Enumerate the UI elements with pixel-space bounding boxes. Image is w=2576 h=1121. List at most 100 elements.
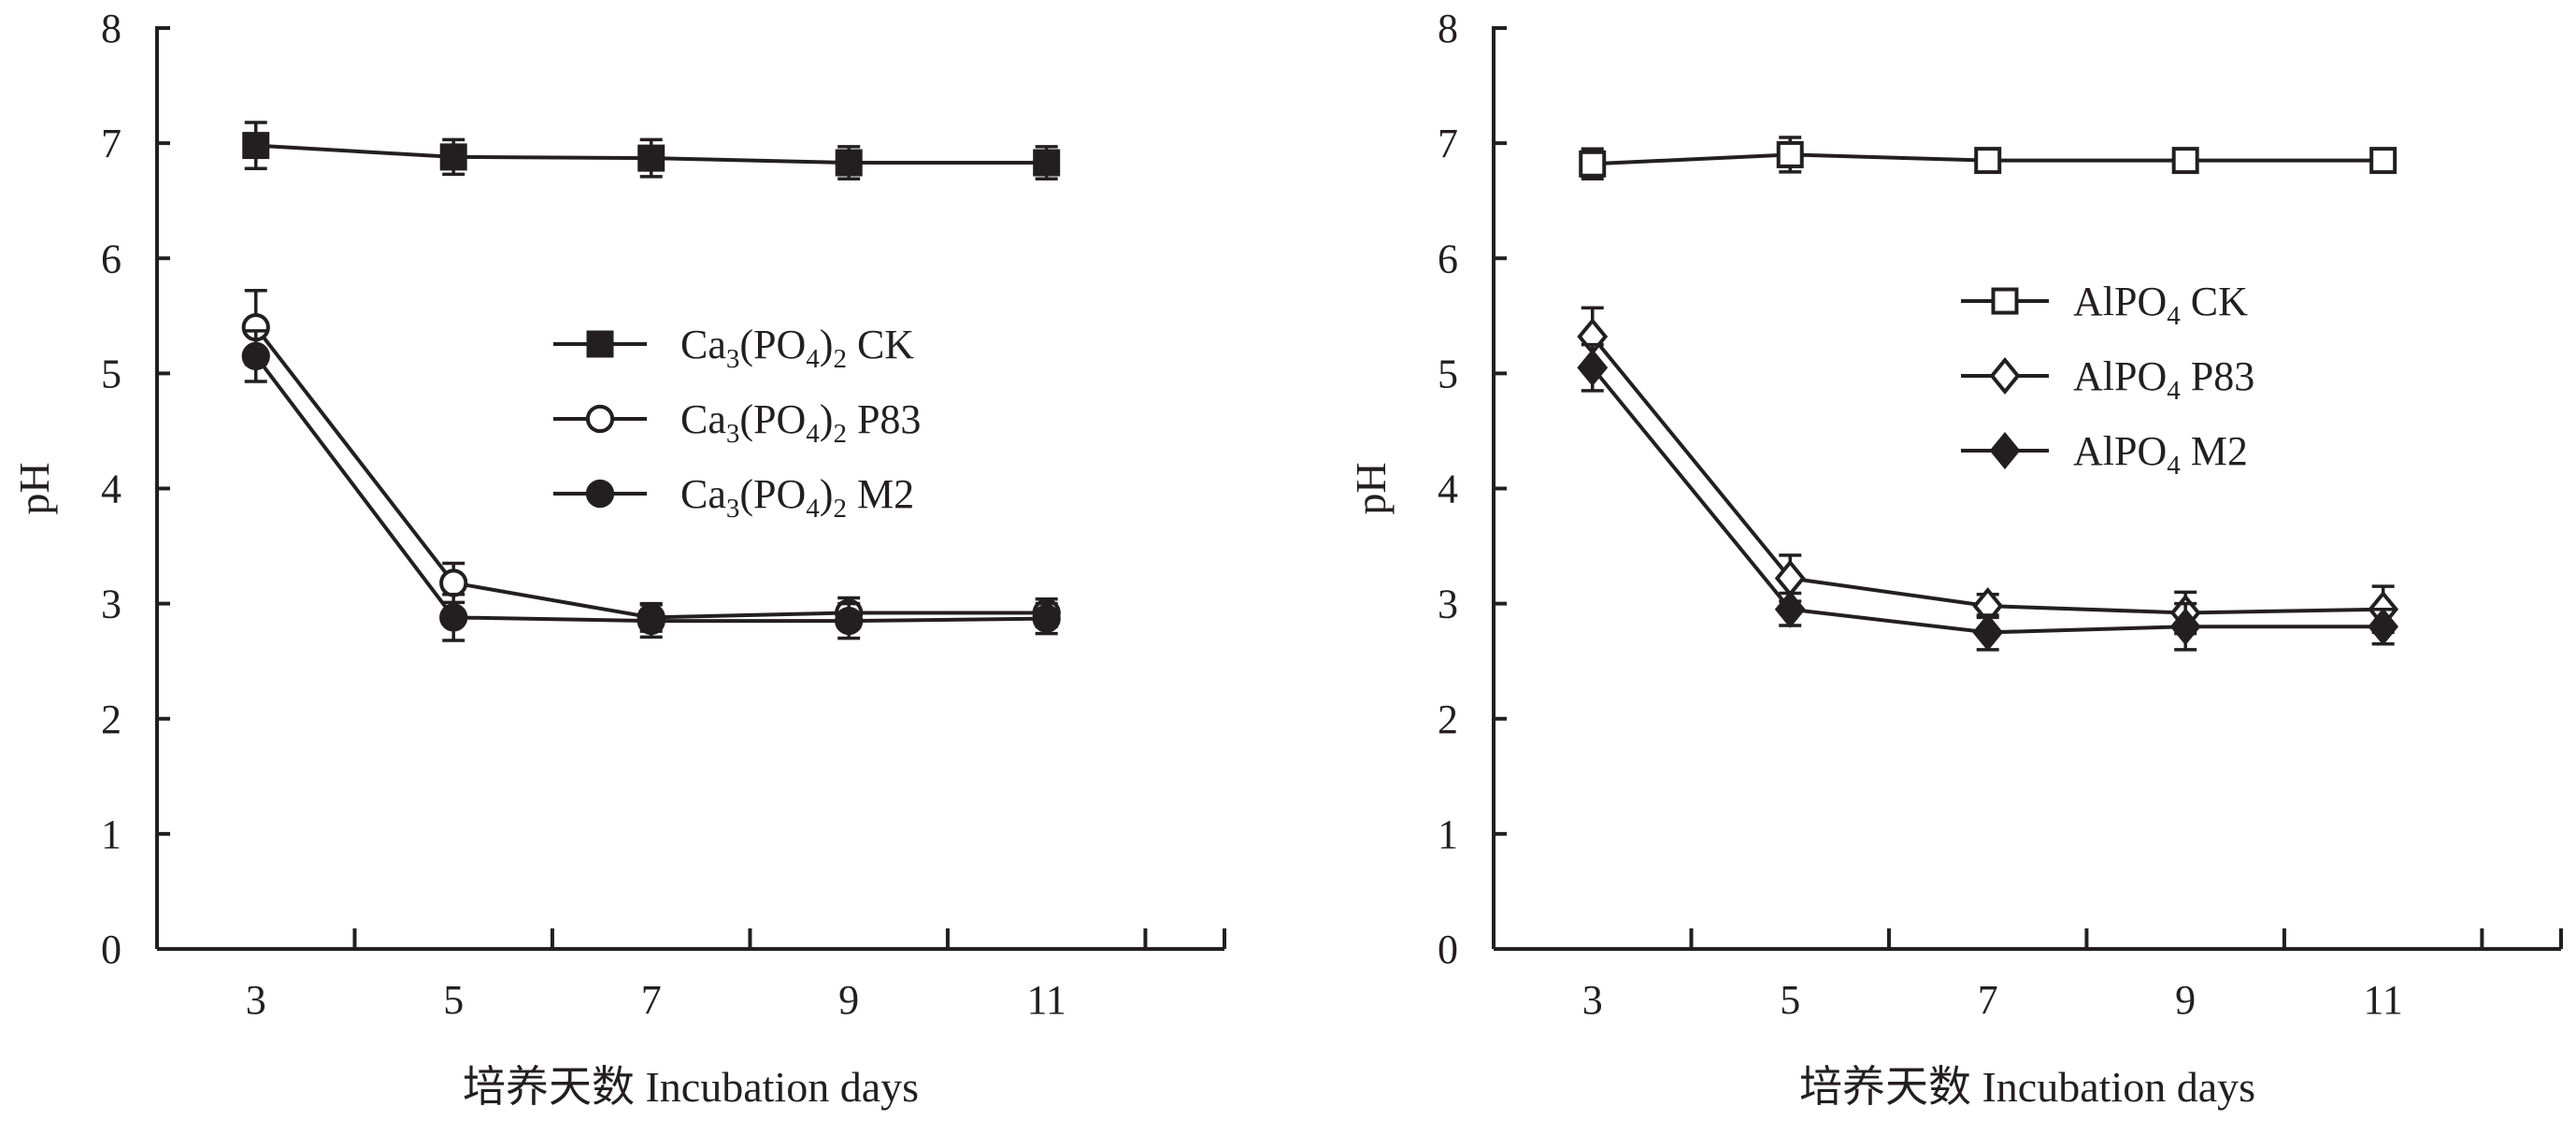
legend-entry: AlPO4 CK bbox=[1961, 279, 2248, 331]
legend-text-part: (PO bbox=[739, 471, 806, 517]
x-axis-title: 培养天数 Incubation days bbox=[463, 1063, 919, 1111]
data-point bbox=[1577, 349, 1609, 387]
series-1 bbox=[241, 288, 1061, 633]
data-point bbox=[439, 568, 468, 597]
series-1 bbox=[1577, 306, 2399, 636]
y-axis-title: pH bbox=[1347, 462, 1395, 514]
legend-entry: AlPO4 P83 bbox=[1961, 353, 2254, 406]
series-2 bbox=[241, 329, 1061, 642]
legend-entry: Ca3(PO4)2 M2 bbox=[553, 471, 914, 524]
y-tick-label: 4 bbox=[101, 467, 122, 512]
x-tick-label: 11 bbox=[2363, 977, 2402, 1023]
legend-text-part: AlPO bbox=[2073, 279, 2167, 324]
x-tick-label: 5 bbox=[1780, 977, 1800, 1023]
data-point bbox=[241, 341, 270, 371]
legend-text-part: P83 bbox=[847, 396, 921, 442]
data-point bbox=[637, 606, 665, 636]
data-point bbox=[439, 603, 468, 632]
series-line bbox=[254, 354, 1047, 624]
legend-text-part: Ca bbox=[680, 471, 726, 517]
y-tick-label: 8 bbox=[1438, 6, 1458, 51]
data-point bbox=[2171, 147, 2199, 175]
legend-subscript: 4 bbox=[2167, 376, 2181, 406]
legend-subscript: 3 bbox=[726, 419, 740, 449]
chart-panel-aluminium-phosphate: 0 1 2 3 4 5 6 7 8 3 5 7 9 11 pH 培养天数 Incubation days AlP… bbox=[1347, 6, 2563, 1111]
legend-label: AlPO4 P83 bbox=[2073, 353, 2254, 406]
data-point bbox=[439, 143, 467, 171]
data-point bbox=[1032, 604, 1061, 633]
legend-marker bbox=[1989, 356, 2021, 395]
legend-marker bbox=[1991, 287, 2019, 315]
y-tick-label: 0 bbox=[101, 927, 122, 972]
data-point bbox=[1972, 613, 2004, 652]
y-tick-label: 4 bbox=[1438, 467, 1458, 512]
legend-text-part: CK bbox=[2181, 279, 2248, 324]
y-tick-label: 0 bbox=[1438, 927, 1458, 972]
data-point bbox=[1579, 150, 1607, 178]
y-tick-label: 8 bbox=[101, 6, 122, 51]
y-tick-label: 5 bbox=[1438, 351, 1458, 396]
legend-subscript: 3 bbox=[726, 494, 740, 524]
x-axis-title: 培养天数 Incubation days bbox=[1799, 1063, 2255, 1111]
x-tick-label: 3 bbox=[1582, 977, 1603, 1023]
y-tick-label: 2 bbox=[1438, 697, 1458, 742]
y-tick-label: 6 bbox=[101, 236, 122, 281]
legend-text-part: M2 bbox=[847, 471, 914, 517]
data-point bbox=[835, 606, 864, 636]
x-tick-label: 11 bbox=[1026, 977, 1066, 1023]
legend-marker bbox=[1989, 431, 2021, 470]
series-0 bbox=[1579, 136, 2397, 181]
y-tick-label: 6 bbox=[1438, 236, 1458, 281]
y-tick-label: 1 bbox=[1438, 812, 1458, 857]
x-tick-label: 7 bbox=[641, 977, 662, 1023]
y-tick-label: 3 bbox=[1438, 582, 1458, 627]
legend-text-part: AlPO bbox=[2073, 428, 2167, 474]
legend-text-part: ) bbox=[820, 322, 834, 367]
legend-subscript: 4 bbox=[806, 344, 820, 374]
legend-subscript: 2 bbox=[833, 419, 847, 449]
legend-subscript: 4 bbox=[2167, 301, 2181, 331]
legend-text-part: M2 bbox=[2181, 428, 2248, 474]
series-line bbox=[1591, 335, 2383, 615]
legend-entry: AlPO4 M2 bbox=[1961, 428, 2248, 481]
series-line bbox=[254, 325, 1047, 620]
legend-text-part: CK bbox=[847, 322, 914, 367]
legend-label: AlPO4 CK bbox=[2073, 279, 2248, 331]
legend-label: Ca3(PO4)2 P83 bbox=[680, 396, 921, 449]
data-point bbox=[1776, 140, 1804, 168]
legend-text-part: Ca bbox=[680, 322, 726, 367]
y-tick-label: 1 bbox=[101, 812, 122, 857]
data-point bbox=[1974, 147, 2002, 175]
data-point bbox=[835, 149, 863, 177]
legend-text-part: Ca bbox=[680, 396, 726, 442]
y-tick-label: 2 bbox=[101, 697, 122, 742]
data-point bbox=[242, 132, 270, 160]
legend-text-part: ) bbox=[820, 396, 834, 442]
legend-subscript: 3 bbox=[726, 344, 740, 374]
legend-subscript: 2 bbox=[833, 494, 847, 524]
legend-subscript: 4 bbox=[806, 419, 820, 449]
legend-subscript: 4 bbox=[806, 494, 820, 524]
legend-subscript: 4 bbox=[2167, 451, 2181, 481]
data-point bbox=[2369, 147, 2397, 175]
legend-marker bbox=[585, 404, 615, 434]
data-point bbox=[1033, 149, 1061, 177]
series-2 bbox=[1577, 342, 2399, 652]
y-tick-label: 5 bbox=[101, 351, 122, 396]
y-axis-title: pH bbox=[10, 462, 58, 514]
legend-marker bbox=[586, 330, 614, 358]
legend-text-part: (PO bbox=[739, 396, 806, 442]
x-tick-label: 9 bbox=[2175, 977, 2196, 1023]
y-tick-label: 3 bbox=[101, 582, 122, 627]
legend-label: AlPO4 M2 bbox=[2073, 428, 2248, 481]
data-point bbox=[1774, 590, 1806, 628]
data-point bbox=[2169, 608, 2201, 646]
legend-text-part: P83 bbox=[2181, 353, 2254, 399]
legend-label: Ca3(PO4)2 M2 bbox=[680, 471, 914, 524]
y-tick-label: 7 bbox=[101, 121, 122, 166]
legend-entry: Ca3(PO4)2 CK bbox=[553, 322, 914, 374]
x-tick-label: 9 bbox=[838, 977, 859, 1023]
data-point bbox=[637, 144, 665, 172]
